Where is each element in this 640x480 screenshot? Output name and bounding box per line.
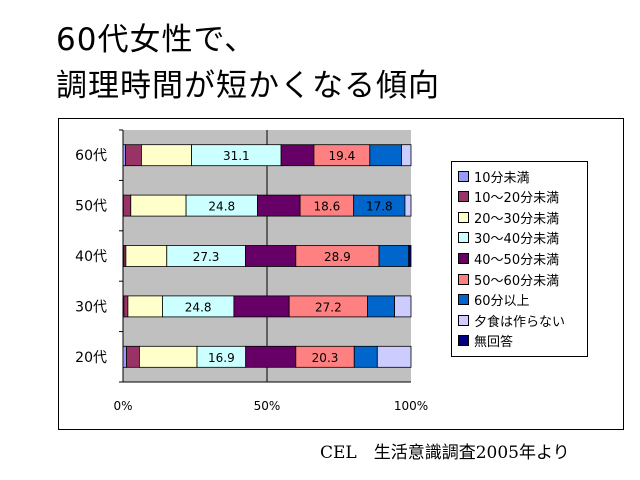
- data-label: 19.4: [329, 149, 356, 163]
- bar-segment: [122, 345, 127, 368]
- bar-segment: [125, 144, 142, 167]
- data-label: 24.8: [185, 300, 212, 314]
- legend-swatch: [458, 335, 469, 347]
- bar-segment: [127, 295, 163, 318]
- bar-segment: [123, 295, 129, 318]
- legend-swatch: [458, 294, 469, 306]
- bar-segment: [126, 345, 140, 368]
- x-tick-label: 50%: [254, 399, 281, 413]
- legend-swatch: [458, 191, 469, 203]
- legend-item: 夕食は作らない: [458, 311, 566, 330]
- legend-label: 20～30分未満: [474, 211, 560, 227]
- category-label: 40代: [75, 249, 107, 265]
- legend-label: 50～60分未満: [474, 273, 560, 289]
- title-line-2: 調理時間が短かくなる傾向: [56, 68, 440, 104]
- legend-swatch: [458, 314, 469, 326]
- legend-item: 50～60分未満: [458, 270, 560, 289]
- legend-swatch: [458, 232, 469, 244]
- x-tick-label: 100%: [394, 399, 428, 413]
- legend-item: 10～20分未満: [458, 188, 559, 206]
- legend-label: 無回答: [474, 335, 514, 351]
- bar-segment: [376, 345, 412, 368]
- legend-item: 60分以上: [458, 291, 530, 309]
- bar-segment: [257, 194, 301, 217]
- bar-segment: [378, 245, 410, 267]
- legend-item: 無回答: [458, 332, 513, 350]
- data-label: 31.1: [223, 149, 250, 163]
- bar-segment: [125, 245, 168, 267]
- bar-segment: [233, 295, 290, 318]
- category-label: 60代: [75, 148, 107, 164]
- bar-segment: [353, 345, 378, 368]
- bar-segment: [401, 144, 412, 167]
- category-label: 30代: [75, 299, 107, 315]
- data-label: 17.8: [366, 200, 393, 214]
- bar-segment: [408, 245, 412, 267]
- legend-label: 60分以上: [474, 294, 530, 310]
- legend-swatch: [458, 273, 469, 285]
- bar-segment: [122, 194, 132, 217]
- chart-legend: 10分未満 10～20分未満 20～30分未満 30～40分未満 40～50分未満 50～…: [451, 161, 588, 357]
- bar-segment: [245, 345, 297, 368]
- category-label: 20代: [75, 350, 107, 366]
- data-label: 20.3: [312, 351, 339, 365]
- legend-label: 30～40分未満: [474, 232, 560, 248]
- legend-label: 40～50分未満: [474, 252, 560, 268]
- bar-segment: [244, 245, 297, 267]
- legend-label: 10分未満: [474, 170, 530, 186]
- title-line-1: 60代女性で、: [56, 22, 257, 58]
- bar-segment: [130, 194, 187, 217]
- legend-label: 夕食は作らない: [474, 314, 566, 330]
- bar-segment: [367, 295, 395, 318]
- legend-item: 30～40分未満: [458, 229, 559, 247]
- legend-swatch: [458, 170, 469, 182]
- legend-item: 40～50分未満: [458, 249, 560, 268]
- legend-item: 20～30分未満: [458, 208, 560, 227]
- legend-swatch: [458, 211, 469, 223]
- bar-segment: [141, 144, 192, 167]
- data-label: 28.9: [324, 250, 351, 264]
- source-note: CEL 生活意識調査2005年より: [320, 443, 570, 463]
- bar-segment: [139, 345, 198, 368]
- data-label: 27.3: [193, 250, 220, 264]
- legend-item: 10分未満: [458, 167, 530, 186]
- bar-segment: [404, 194, 412, 217]
- data-label: 16.9: [208, 351, 235, 365]
- legend-swatch: [458, 252, 469, 264]
- data-label: 27.2: [315, 300, 342, 314]
- bar-segment: [369, 144, 402, 167]
- bar-segment: [394, 295, 412, 318]
- x-tick-label: 0%: [113, 399, 132, 413]
- legend-label: 10～20分未満: [474, 191, 560, 207]
- bar-segment: [280, 144, 315, 167]
- data-label: 18.6: [314, 200, 341, 214]
- category-label: 50代: [75, 199, 107, 215]
- data-label: 24.8: [208, 200, 235, 214]
